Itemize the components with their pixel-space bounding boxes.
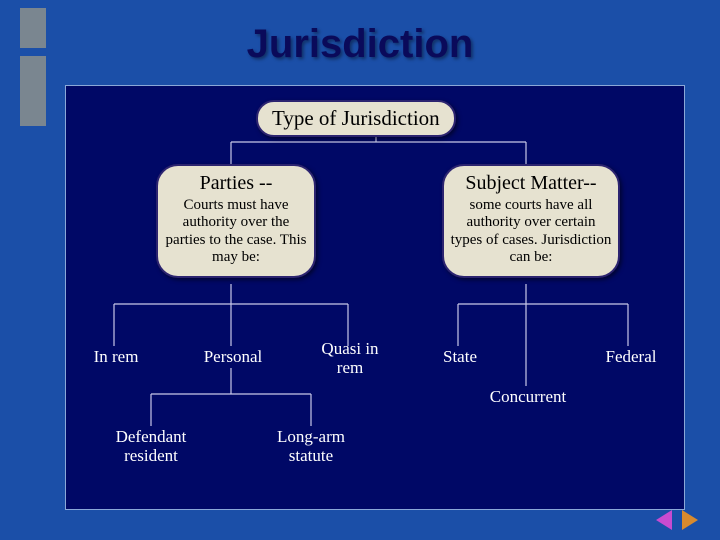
leaf-federal: Federal — [600, 348, 662, 367]
node-root: Type of Jurisdiction — [256, 100, 456, 137]
root-label: Type of Jurisdiction — [272, 106, 440, 130]
page-title: Jurisdiction — [0, 22, 720, 67]
subject-desc: some courts have all authority over cert… — [450, 197, 612, 266]
node-parties: Parties -- Courts must have authority ov… — [156, 164, 316, 278]
leaf-defendant: Defendant resident — [106, 428, 196, 465]
parties-desc: Courts must have authority over the part… — [164, 197, 308, 266]
subject-label: Subject Matter-- — [450, 172, 612, 195]
node-subject: Subject Matter-- some courts have all au… — [442, 164, 620, 278]
leaf-longarm: Long-arm statute — [266, 428, 356, 465]
leaf-concurrent: Concurrent — [478, 388, 578, 407]
leaf-quasi: Quasi in rem — [314, 340, 386, 377]
diagram-canvas: Type of Jurisdiction Parties -- Courts m… — [65, 85, 685, 510]
leaf-personal: Personal — [194, 348, 272, 367]
nav-next-icon[interactable] — [682, 510, 698, 530]
leaf-state: State — [434, 348, 486, 367]
parties-label: Parties -- — [164, 172, 308, 195]
nav-prev-icon[interactable] — [656, 510, 672, 530]
leaf-in-rem: In rem — [86, 348, 146, 367]
